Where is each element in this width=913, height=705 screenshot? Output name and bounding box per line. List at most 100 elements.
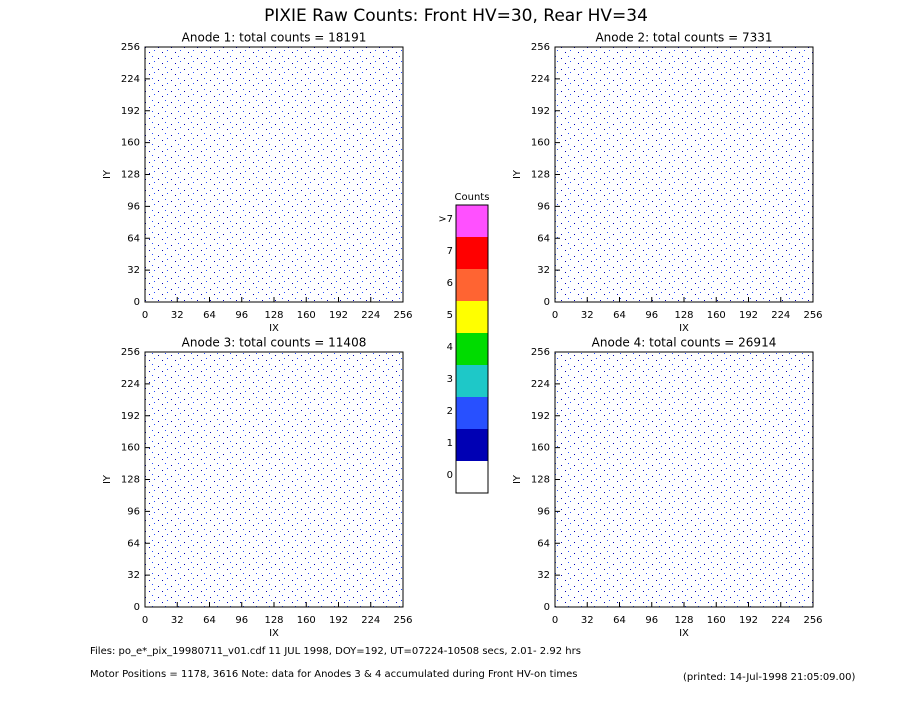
y-axis-label: IY: [102, 169, 113, 179]
x-tick-label: 64: [203, 310, 216, 321]
y-tick-label: 128: [531, 475, 550, 486]
x-tick-label: 0: [142, 615, 148, 626]
x-tick-label: 160: [707, 310, 726, 321]
y-tick-label: 256: [531, 347, 550, 358]
colorbar-label: 6: [447, 278, 453, 289]
y-axis-label: IY: [512, 474, 523, 484]
y-tick-label: 32: [127, 570, 140, 581]
colorbar-label: 1: [447, 438, 453, 449]
colorbar-cell: [456, 397, 488, 429]
y-tick-label: 128: [121, 170, 140, 181]
y-axis-label: IY: [512, 169, 523, 179]
y-tick-label: 160: [531, 443, 550, 454]
y-tick-label: 32: [127, 265, 140, 276]
y-tick-label: 192: [531, 106, 550, 117]
x-tick-label: 128: [264, 615, 283, 626]
y-tick-label: 256: [121, 42, 140, 53]
footer-motor: Motor Positions = 1178, 3616 Note: data …: [90, 669, 577, 680]
colorbar-cell: [456, 269, 488, 301]
x-tick-label: 256: [393, 615, 412, 626]
panel-title: Anode 2: total counts = 7331: [595, 31, 772, 45]
y-tick-label: 0: [134, 297, 140, 308]
y-tick-label: 160: [531, 138, 550, 149]
x-tick-label: 192: [739, 310, 758, 321]
x-tick-label: 32: [581, 310, 594, 321]
colorbar-cell: [456, 365, 488, 397]
colorbar-label: 0: [447, 470, 453, 481]
x-tick-label: 64: [613, 310, 626, 321]
x-tick-label: 256: [393, 310, 412, 321]
footer-files: Files: po_e*_pix_19980711_v01.cdf 11 JUL…: [90, 646, 581, 657]
colorbar-title: Counts: [455, 192, 490, 203]
x-tick-label: 256: [803, 310, 822, 321]
colorbar-label: 5: [447, 310, 453, 321]
y-tick-label: 32: [537, 570, 550, 581]
x-tick-label: 0: [552, 310, 558, 321]
colorbar-label: 4: [447, 342, 453, 353]
y-axis-label: IY: [102, 474, 113, 484]
page-title: PIXIE Raw Counts: Front HV=30, Rear HV=3…: [264, 6, 648, 26]
y-tick-label: 64: [127, 233, 140, 244]
colorbar-label: 7: [447, 246, 453, 257]
x-tick-label: 256: [803, 615, 822, 626]
colorbar-label: 3: [447, 374, 453, 385]
y-tick-label: 96: [537, 201, 550, 212]
colorbar-cell: [456, 429, 488, 461]
y-tick-label: 224: [121, 74, 140, 85]
y-tick-label: 224: [531, 379, 550, 390]
pixel-texture: [145, 352, 403, 607]
y-tick-label: 0: [134, 602, 140, 613]
footer-printed: (printed: 14-Jul-1998 21:05:09.00): [683, 672, 855, 683]
x-tick-label: 192: [329, 615, 348, 626]
y-tick-label: 64: [537, 233, 550, 244]
x-tick-label: 128: [674, 615, 693, 626]
y-tick-label: 64: [127, 538, 140, 549]
colorbar-label: >7: [438, 214, 453, 225]
x-tick-label: 160: [707, 615, 726, 626]
x-tick-label: 64: [203, 615, 216, 626]
x-tick-label: 192: [739, 615, 758, 626]
x-tick-label: 192: [329, 310, 348, 321]
y-tick-label: 64: [537, 538, 550, 549]
y-tick-label: 32: [537, 265, 550, 276]
x-tick-label: 224: [771, 615, 790, 626]
x-tick-label: 128: [264, 310, 283, 321]
y-tick-label: 192: [121, 106, 140, 117]
y-tick-label: 96: [127, 201, 140, 212]
x-tick-label: 64: [613, 615, 626, 626]
x-tick-label: 224: [361, 310, 380, 321]
x-tick-label: 96: [235, 615, 248, 626]
colorbar-frame: [455, 204, 489, 494]
x-tick-label: 160: [297, 310, 316, 321]
x-axis-label: IX: [679, 628, 689, 639]
x-tick-label: 32: [171, 310, 184, 321]
colorbar-label: 2: [447, 406, 453, 417]
pixel-texture: [555, 352, 813, 607]
y-tick-label: 96: [127, 506, 140, 517]
pixel-texture: [555, 47, 813, 302]
x-tick-label: 96: [235, 310, 248, 321]
y-tick-label: 128: [121, 475, 140, 486]
y-tick-label: 160: [121, 138, 140, 149]
panel-title: Anode 3: total counts = 11408: [182, 336, 367, 350]
panel-title: Anode 4: total counts = 26914: [592, 336, 777, 350]
y-tick-label: 0: [544, 602, 550, 613]
x-tick-label: 96: [645, 615, 658, 626]
x-tick-label: 128: [674, 310, 693, 321]
pixel-texture: [145, 47, 403, 302]
colorbar-cell: [456, 333, 488, 365]
x-tick-label: 32: [171, 615, 184, 626]
colorbar-cell: [456, 301, 488, 333]
y-tick-label: 256: [121, 347, 140, 358]
x-axis-label: IX: [269, 323, 279, 334]
y-tick-label: 256: [531, 42, 550, 53]
x-tick-label: 96: [645, 310, 658, 321]
x-axis-label: IX: [269, 628, 279, 639]
x-tick-label: 160: [297, 615, 316, 626]
colorbar-cell: [456, 205, 488, 237]
colorbar-cell: [456, 461, 488, 493]
y-tick-label: 0: [544, 297, 550, 308]
colorbar-cell: [456, 237, 488, 269]
